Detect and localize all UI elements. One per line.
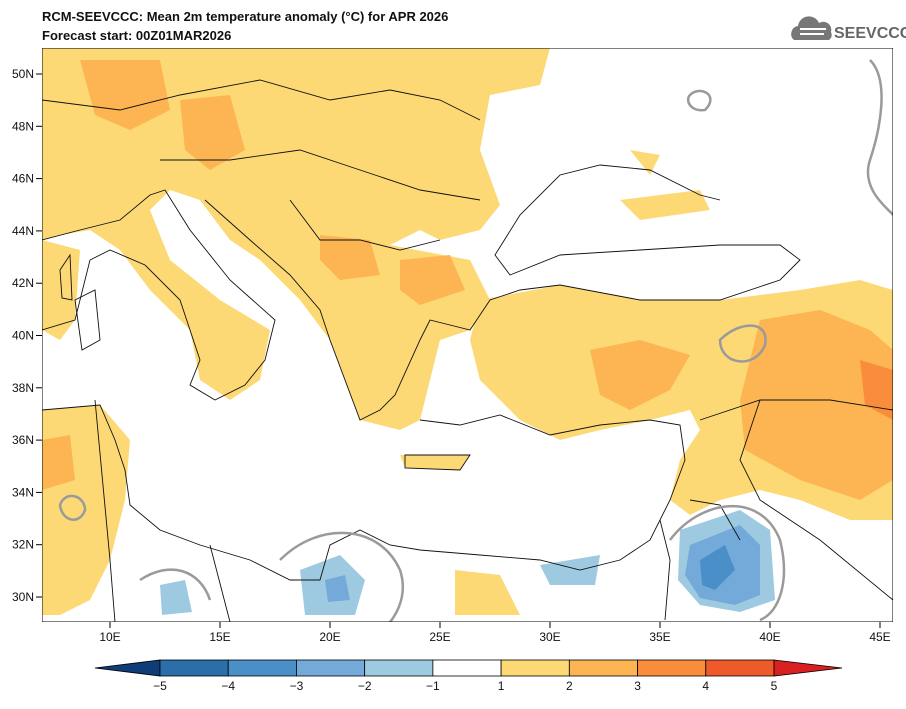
- colorbar-segment: [637, 659, 707, 677]
- lat-label: 46N: [12, 172, 34, 186]
- colorbar-label: 5: [771, 679, 778, 693]
- lat-label: 40N: [12, 329, 34, 343]
- lon-label: 10E: [99, 630, 120, 644]
- lon-label: 25E: [429, 630, 450, 644]
- logo-lines: [800, 28, 826, 35]
- colorbar: −5 −4 −3 −2 −1 1 2 3 4 5: [94, 659, 843, 693]
- subtitle: Forecast start: 00Z01MAR2026: [42, 28, 231, 43]
- lon-label: 20E: [319, 630, 340, 644]
- lat-label: 32N: [12, 538, 34, 552]
- colorbar-arrow-low: [94, 659, 161, 677]
- lon-label: 45E: [869, 630, 890, 644]
- colorbar-label: 1: [498, 679, 505, 693]
- colorbar-label: 4: [702, 679, 709, 693]
- axes: 50N 48N 46N 44N 42N 40N 38N 36N 34N 32N 30N 10E 15E 2…: [12, 67, 891, 644]
- colorbar-segment: [568, 659, 638, 677]
- lat-label: 30N: [12, 590, 34, 604]
- colorbar-segment: [364, 659, 434, 677]
- lon-label: 15E: [209, 630, 230, 644]
- title: RCM-SEEVCCC: Mean 2m temperature anomaly…: [42, 9, 448, 24]
- colorbar-segment: [296, 659, 366, 677]
- colorbar-label: 3: [634, 679, 641, 693]
- colorbar-segment: [500, 659, 570, 677]
- colorbar-arrow-high: [773, 659, 843, 677]
- colorbar-label: −1: [426, 679, 440, 693]
- logo-text: SEEVCCC: [834, 25, 906, 42]
- coastlines: [42, 79, 893, 622]
- lat-label: 36N: [12, 433, 34, 447]
- colorbar-label: −2: [358, 679, 372, 693]
- lat-label: 50N: [12, 67, 34, 81]
- lat-label: 48N: [12, 119, 34, 133]
- lat-label: 38N: [12, 381, 34, 395]
- colorbar-segment: [432, 659, 502, 677]
- anomaly-3-4: [860, 360, 893, 420]
- colorbar-label: −5: [153, 679, 167, 693]
- anomaly-neg3-neg4: [700, 545, 735, 590]
- map: [42, 48, 893, 622]
- lat-label: 42N: [12, 276, 34, 290]
- logo: SEEVCCC: [791, 16, 906, 42]
- colorbar-segment: [227, 659, 297, 677]
- lon-label: 35E: [649, 630, 670, 644]
- lat-label: 34N: [12, 485, 34, 499]
- contours: [58, 59, 893, 622]
- colorbar-segment: [159, 659, 229, 677]
- lat-label: 44N: [12, 224, 34, 238]
- colorbar-segment: [705, 659, 775, 677]
- lon-label: 30E: [539, 630, 560, 644]
- colorbar-label: −4: [221, 679, 235, 693]
- colorbar-label: −3: [290, 679, 304, 693]
- anomaly-2-3: [42, 60, 893, 500]
- lon-label: 40E: [759, 630, 780, 644]
- colorbar-label: 2: [566, 679, 573, 693]
